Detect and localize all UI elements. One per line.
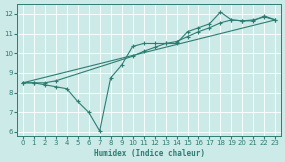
- X-axis label: Humidex (Indice chaleur): Humidex (Indice chaleur): [93, 149, 205, 158]
